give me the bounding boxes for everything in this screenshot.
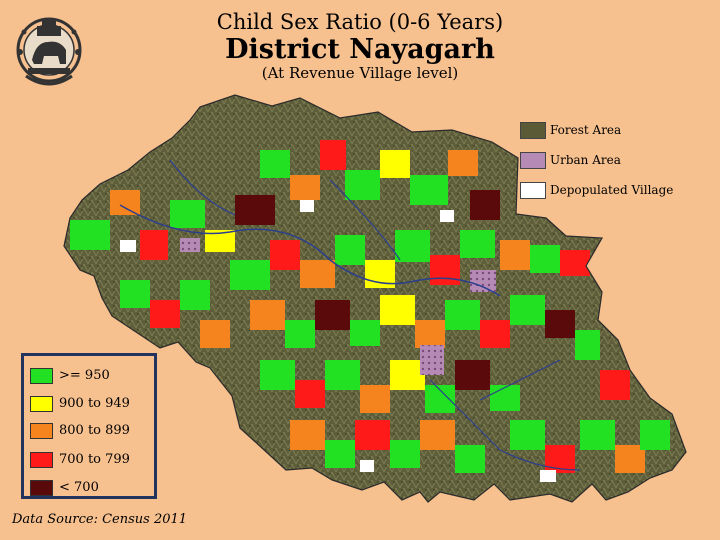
urban-swatch: [520, 151, 546, 169]
district-title: District Nayagarh: [225, 34, 495, 65]
legend-class-below-700: < 700: [30, 479, 99, 496]
legend-label: Depopulated Village: [550, 183, 674, 197]
legend-label: 900 to 949: [59, 396, 130, 411]
map-title: Child Sex Ratio (0-6 Years): [216, 10, 504, 34]
orange-swatch: [30, 422, 53, 439]
red-swatch: [30, 451, 53, 468]
legend-forest-area: Forest Area: [520, 120, 621, 140]
yellow-swatch: [30, 395, 53, 412]
forest-swatch: [520, 121, 546, 139]
legend-class-900-949: 900 to 949: [30, 395, 130, 412]
village-patches: [70, 140, 670, 482]
class-legend: >= 950 900 to 949 800 to 899 700 to 799 …: [21, 353, 157, 499]
legend-depopulated-village: Depopulated Village: [520, 180, 673, 200]
legend-label: 700 to 799: [59, 452, 130, 467]
map-subtitle: (At Revenue Village level): [261, 64, 459, 82]
green-swatch: [30, 367, 53, 384]
legend-urban-area: Urban Area: [520, 150, 621, 170]
data-source-note: Data Source: Census 2011: [12, 512, 188, 527]
emblem-logo: [16, 17, 82, 86]
legend-label: Forest Area: [550, 123, 622, 137]
legend-label: 800 to 899: [59, 423, 130, 438]
legend-label: >= 950: [59, 368, 110, 383]
depopulated-swatch: [520, 181, 546, 199]
legend-class-800-899: 800 to 899: [30, 422, 130, 439]
maroon-swatch: [30, 479, 53, 496]
legend-label: < 700: [59, 480, 99, 495]
legend-class-700-799: 700 to 799: [30, 451, 130, 468]
legend-label: Urban Area: [550, 153, 621, 167]
legend-class-950-plus: >= 950: [30, 367, 110, 384]
